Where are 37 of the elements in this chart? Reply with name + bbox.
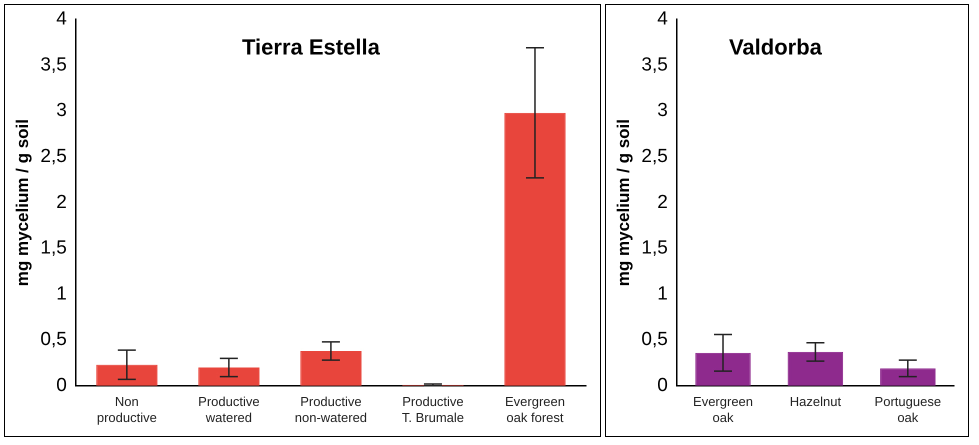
y-tick-label: 1 — [657, 283, 668, 304]
y-tick-label: 0 — [657, 375, 668, 396]
text: Tierra Estella — [242, 34, 381, 60]
y-tick-label: 2 — [657, 192, 668, 213]
bar — [504, 112, 566, 386]
y-tick-label: 3,5 — [641, 54, 668, 76]
y-tick-label: 1 — [56, 283, 67, 304]
y-tick-label: 3 — [657, 100, 668, 122]
y-tick-label: 3,5 — [40, 54, 67, 76]
x-tick-label: Productive non-watered — [294, 394, 368, 425]
x-tick-label: Hazelnut — [790, 394, 842, 410]
bar — [198, 367, 260, 386]
y-tick-label: 4 — [657, 8, 668, 30]
text: Valdorba — [728, 34, 823, 60]
x-tick-label: Evergreen oak forest — [504, 394, 565, 425]
bar — [300, 350, 362, 386]
y-tick-label: 0 — [56, 375, 67, 396]
bar — [96, 364, 158, 386]
y-tick-label: 1,5 — [641, 238, 668, 259]
bar — [695, 352, 751, 386]
y-tick-label: 2,5 — [40, 146, 67, 168]
y-tick-label: 2,5 — [641, 146, 668, 168]
x-tick-label: Productive watered — [198, 394, 260, 425]
x-tick-label: Portuguese oak — [874, 394, 942, 425]
y-tick-label: 0,5 — [40, 329, 67, 350]
x-tick-label: Evergreen oak — [693, 394, 754, 425]
y-tick-label: 4 — [56, 8, 68, 30]
y-tick-label: 1,5 — [40, 238, 67, 259]
y-tick-label: 0,5 — [641, 329, 668, 350]
y-tick-label: 2 — [56, 192, 67, 213]
y-axis-title: mg mycelium / g soil — [12, 118, 32, 286]
x-tick-label: Productive T. Brumale — [402, 394, 464, 425]
x-tick-label: Non productive — [96, 394, 157, 425]
y-tick-label: 3 — [56, 100, 67, 122]
y-axis-title: mg mycelium / g soil — [614, 118, 633, 286]
bar — [880, 368, 936, 386]
bar — [788, 352, 844, 386]
